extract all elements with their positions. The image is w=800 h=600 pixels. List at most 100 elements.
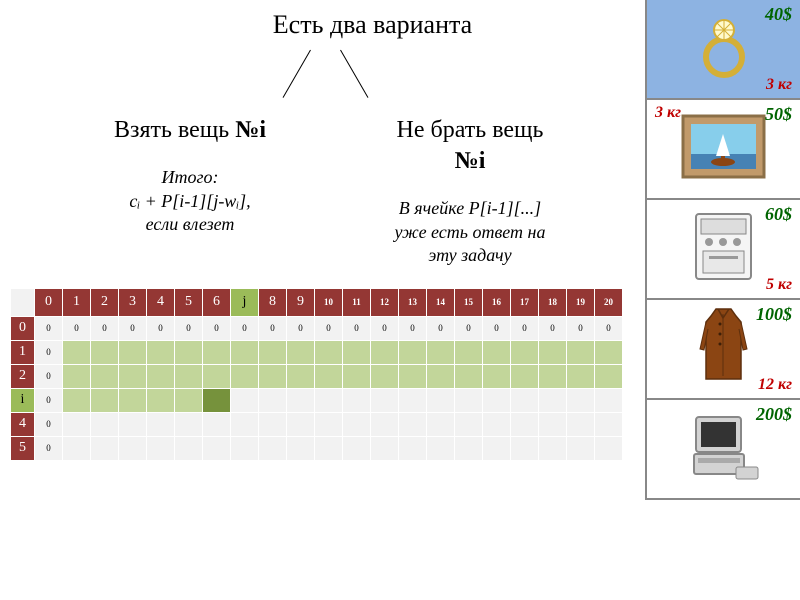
table-cell (91, 364, 119, 388)
table-cell (567, 412, 595, 436)
table-cell (567, 388, 595, 412)
table-cell: 0 (231, 316, 259, 340)
row-header: 5 (11, 436, 35, 460)
decision-branches (110, 50, 635, 110)
table-cell (231, 436, 259, 460)
item-weight: 3 кг (766, 76, 792, 94)
table-cell (175, 436, 203, 460)
table-cell (147, 340, 175, 364)
computer-icon (686, 412, 761, 487)
table-cell: 0 (35, 412, 63, 436)
table-cell (483, 388, 511, 412)
table-cell (399, 436, 427, 460)
col-header: 13 (399, 288, 427, 316)
table-cell (371, 340, 399, 364)
table-cell: 0 (343, 316, 371, 340)
table-cell (427, 436, 455, 460)
table-cell (315, 364, 343, 388)
item-price: 60$ (765, 204, 792, 225)
table-cell (399, 340, 427, 364)
table-cell (147, 364, 175, 388)
table-cell (119, 412, 147, 436)
table-cell: 0 (35, 388, 63, 412)
table-cell (595, 388, 623, 412)
table-cell (147, 436, 175, 460)
col-header: 17 (511, 288, 539, 316)
table-cell (399, 412, 427, 436)
table-cell (287, 436, 315, 460)
table-cell (259, 388, 287, 412)
table-cell (511, 340, 539, 364)
ring-icon (689, 12, 759, 87)
table-cell (483, 364, 511, 388)
table-cell: 0 (371, 316, 399, 340)
item-computer: 200$ (647, 400, 800, 500)
table-cell (259, 412, 287, 436)
table-cell (91, 388, 119, 412)
table-cell (259, 436, 287, 460)
table-cell (147, 388, 175, 412)
table-cell (539, 412, 567, 436)
table-cell (315, 388, 343, 412)
table-cell (119, 364, 147, 388)
dp-table: 0123456j89101112131415161718192000000000… (10, 288, 623, 461)
table-cell: 0 (399, 316, 427, 340)
table-cell (63, 412, 91, 436)
table-cell: 0 (427, 316, 455, 340)
item-price: 200$ (756, 404, 792, 425)
table-cell (203, 340, 231, 364)
table-cell (455, 364, 483, 388)
item-weight: 5 кг (766, 276, 792, 294)
table-cell (455, 436, 483, 460)
col-header: 20 (595, 288, 623, 316)
table-cell: 0 (35, 364, 63, 388)
option-take: Взять вещь №i Итого: cᵢ + P[i-1][j-wᵢ], … (70, 115, 310, 268)
table-cell (231, 388, 259, 412)
stove-icon (691, 209, 756, 289)
col-header: 6 (203, 288, 231, 316)
table-cell (455, 412, 483, 436)
coat-icon (696, 304, 751, 394)
table-cell (259, 340, 287, 364)
table-cell (511, 412, 539, 436)
table-cell (427, 340, 455, 364)
painting-icon (681, 114, 766, 184)
item-stove: 60$ 5 кг (647, 200, 800, 300)
col-header: 18 (539, 288, 567, 316)
table-cell (427, 364, 455, 388)
table-cell (91, 436, 119, 460)
table-cell (63, 388, 91, 412)
table-cell (231, 364, 259, 388)
table-cell (455, 388, 483, 412)
table-cell (567, 436, 595, 460)
table-cell (287, 388, 315, 412)
col-header: 14 (427, 288, 455, 316)
table-cell (343, 436, 371, 460)
col-header: 19 (567, 288, 595, 316)
page-title: Есть два варианта (10, 10, 635, 40)
option-skip-desc: В ячейке P[i-1][...] уже есть ответ на э… (350, 197, 590, 267)
table-cell (259, 364, 287, 388)
option-take-desc: Итого: cᵢ + P[i-1][j-wᵢ], если влезет (70, 166, 310, 236)
table-cell (595, 364, 623, 388)
col-header: 16 (483, 288, 511, 316)
table-cell (455, 340, 483, 364)
table-cell (399, 388, 427, 412)
table-cell (371, 436, 399, 460)
table-cell (539, 388, 567, 412)
col-header: 2 (91, 288, 119, 316)
table-cell (203, 412, 231, 436)
item-weight: 12 кг (758, 376, 792, 394)
col-header: j (231, 288, 259, 316)
item-price: 50$ (765, 104, 792, 125)
table-cell: 0 (203, 316, 231, 340)
option-skip-title: Не брать вещь №i (350, 115, 590, 177)
table-cell (287, 340, 315, 364)
col-header: 1 (63, 288, 91, 316)
item-weight: 3 кг (655, 104, 681, 122)
table-cell: 0 (259, 316, 287, 340)
table-cell (595, 436, 623, 460)
table-cell: 0 (539, 316, 567, 340)
table-cell (231, 340, 259, 364)
table-cell (399, 364, 427, 388)
